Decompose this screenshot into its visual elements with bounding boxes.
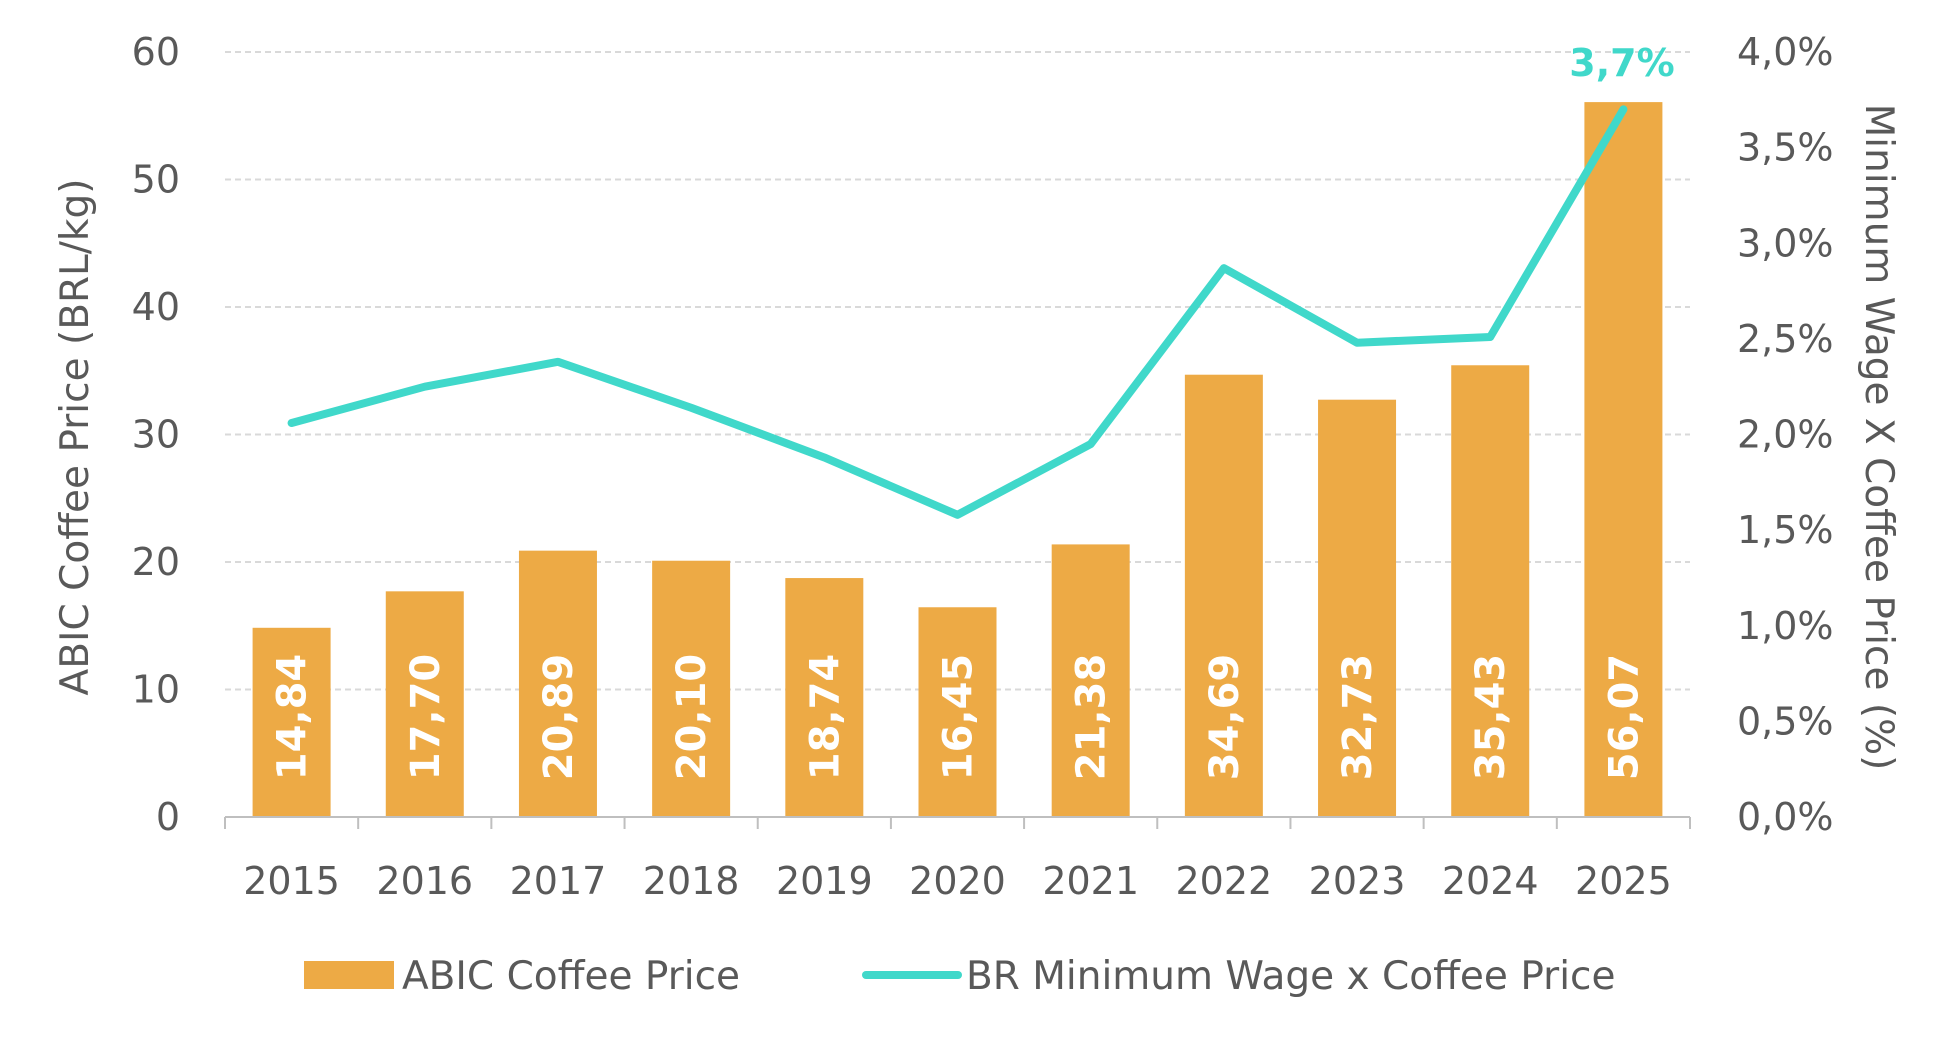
y2-tick-label: 1,5% [1737,508,1834,552]
x-tick-label: 2018 [643,859,740,903]
bar-data-label: 20,10 [669,654,715,781]
x-tick-label: 2020 [909,859,1006,903]
bar-data-label: 20,89 [536,654,582,781]
y2-tick-label: 3,5% [1737,126,1834,170]
y2-tick-label: 4,0% [1737,30,1834,74]
y-tick-label: 20 [132,540,180,584]
left-axis-ticks: 0 10 20 30 40 50 60 [132,30,180,839]
y-tick-label: 0 [156,795,180,839]
bar-data-label: 21,38 [1069,654,1115,781]
legend-label-line: BR Minimum Wage x Coffee Price [966,954,1615,999]
right-axis-ticks: 0,0% 0,5% 1,0% 1,5% 2,0% 2,5% 3,0% 3,5% 4,0% [1737,30,1834,839]
x-tick-label: 2023 [1309,859,1406,903]
bar-data-label: 14,84 [270,654,316,781]
legend: ABIC Coffee Price BR Minimum Wage x Coff… [304,954,1615,999]
x-tick-label: 2016 [376,859,473,903]
bar-data-label: 32,73 [1335,654,1381,781]
line-series [291,109,1623,515]
x-tick-label: 2021 [1042,859,1139,903]
y2-tick-label: 3,0% [1737,221,1834,265]
x-tick-label: 2015 [243,859,340,903]
bar-data-label: 17,70 [403,654,449,781]
bar-data-label: 18,74 [802,654,848,781]
y-tick-label: 10 [132,668,180,712]
y-tick-label: 50 [132,158,180,202]
x-axis [225,817,1690,829]
x-axis-ticks: 2015 2016 2017 2018 2019 2020 2021 2022 2023 2024… [243,859,1672,903]
y-tick-label: 30 [132,413,180,457]
peak-annotation: 3,7% [1569,41,1674,85]
legend-swatch-bar [304,961,394,989]
x-tick-label: 2025 [1575,859,1672,903]
x-tick-label: 2017 [510,859,607,903]
x-tick-label: 2022 [1176,859,1273,903]
x-tick-label: 2019 [776,859,873,903]
bar-data-labels: 14,84 17,70 20,89 20,10 18,74 16,45 21,38 34,69… [270,654,1648,781]
series-line [292,109,1624,514]
x-tick-label: 2024 [1442,859,1539,903]
y2-tick-label: 0,0% [1737,795,1834,839]
y-tick-label: 40 [132,285,180,329]
bar-data-label: 35,43 [1468,654,1514,781]
bar-data-label: 34,69 [1202,654,1248,781]
y2-tick-label: 2,5% [1737,317,1834,361]
bar-data-label: 56,07 [1601,654,1647,781]
legend-label-bar: ABIC Coffee Price [402,954,740,999]
y2-tick-label: 1,0% [1737,604,1834,648]
y-axis-title: ABIC Coffee Price (BRL/kg) [53,179,98,696]
y-tick-label: 60 [132,30,180,74]
y2-axis-title: Minimum Wage X Coffee Price (%) [1856,104,1901,771]
y2-tick-label: 0,5% [1737,699,1834,743]
bar-data-label: 16,45 [936,654,982,781]
y2-tick-label: 2,0% [1737,413,1834,457]
